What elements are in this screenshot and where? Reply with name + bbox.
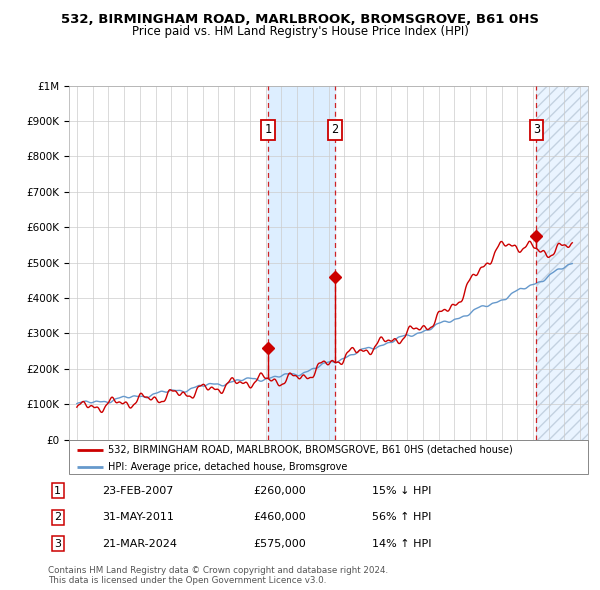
Text: £575,000: £575,000 <box>253 539 306 549</box>
Text: Contains HM Land Registry data © Crown copyright and database right 2024.: Contains HM Land Registry data © Crown c… <box>48 566 388 575</box>
Bar <box>268 86 335 440</box>
Text: £460,000: £460,000 <box>253 512 306 522</box>
Text: Price paid vs. HM Land Registry's House Price Index (HPI): Price paid vs. HM Land Registry's House … <box>131 25 469 38</box>
Text: 532, BIRMINGHAM ROAD, MARLBROOK, BROMSGROVE, B61 0HS: 532, BIRMINGHAM ROAD, MARLBROOK, BROMSGR… <box>61 13 539 26</box>
Text: 14% ↑ HPI: 14% ↑ HPI <box>372 539 431 549</box>
Text: 2: 2 <box>332 123 338 136</box>
Text: 3: 3 <box>54 539 61 549</box>
Text: 3: 3 <box>533 123 540 136</box>
Text: 56% ↑ HPI: 56% ↑ HPI <box>372 512 431 522</box>
Text: £260,000: £260,000 <box>253 486 306 496</box>
Text: 2: 2 <box>54 512 61 522</box>
Text: 21-MAR-2024: 21-MAR-2024 <box>102 539 177 549</box>
FancyBboxPatch shape <box>69 440 588 474</box>
Text: 23-FEB-2007: 23-FEB-2007 <box>102 486 173 496</box>
Text: 1: 1 <box>264 123 271 136</box>
Text: 532, BIRMINGHAM ROAD, MARLBROOK, BROMSGROVE, B61 0HS (detached house): 532, BIRMINGHAM ROAD, MARLBROOK, BROMSGR… <box>108 445 512 455</box>
Text: This data is licensed under the Open Government Licence v3.0.: This data is licensed under the Open Gov… <box>48 576 326 585</box>
Bar <box>536 86 588 440</box>
Text: HPI: Average price, detached house, Bromsgrove: HPI: Average price, detached house, Brom… <box>108 462 347 472</box>
Text: 1: 1 <box>54 486 61 496</box>
Text: 15% ↓ HPI: 15% ↓ HPI <box>372 486 431 496</box>
Text: 31-MAY-2011: 31-MAY-2011 <box>102 512 174 522</box>
